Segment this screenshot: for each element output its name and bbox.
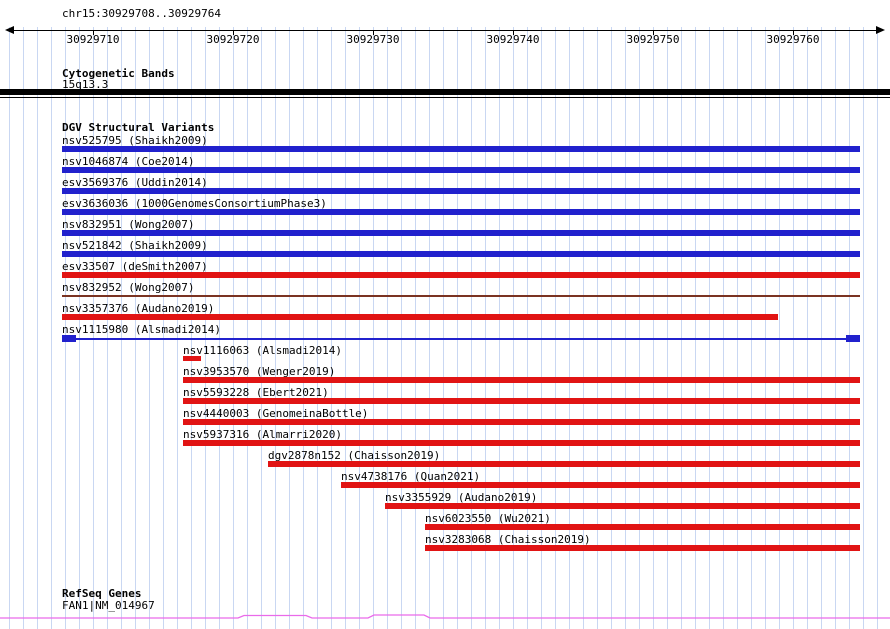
variant-label[interactable]: nsv4738176 (Quan2021) <box>341 470 481 483</box>
variant-label[interactable]: nsv1046874 (Coe2014) <box>62 155 195 168</box>
variant-bar[interactable] <box>62 230 860 236</box>
position-label: chr15:30929708..30929764 <box>62 7 221 20</box>
ruler-tick-label: 30929720 <box>206 33 260 46</box>
variant-label[interactable]: nsv6023550 (Wu2021) <box>425 512 551 525</box>
variant-label[interactable]: nsv5593228 (Ebert2021) <box>183 386 329 399</box>
variant-bar[interactable] <box>62 146 860 152</box>
variant-bar[interactable] <box>183 440 860 446</box>
variant-label[interactable]: esv3636036 (1000GenomesConsortiumPhase3) <box>62 197 327 210</box>
refseq-track-title: RefSeq Genes <box>62 587 142 600</box>
variant-span-line[interactable] <box>62 338 860 340</box>
gene-model[interactable] <box>0 610 890 626</box>
variant-label[interactable]: nsv1115980 (Alsmadi2014) <box>62 323 221 336</box>
gene-model-line[interactable] <box>0 614 890 619</box>
variant-bar[interactable] <box>62 188 860 194</box>
variant-bar[interactable] <box>183 356 201 361</box>
variant-label[interactable]: nsv3355929 (Audano2019) <box>385 491 538 504</box>
variant-bar[interactable] <box>385 503 860 509</box>
ruler-tick-label: 30929740 <box>486 33 540 46</box>
ruler-tick-label: 30929710 <box>66 33 120 46</box>
variant-label[interactable]: nsv521842 (Shaikh2009) <box>62 239 208 252</box>
variant-end-block[interactable] <box>62 335 76 342</box>
cytoband-baseline <box>0 97 890 98</box>
variant-label[interactable]: esv33507 (deSmith2007) <box>62 260 208 273</box>
variant-label[interactable]: nsv3357376 (Audano2019) <box>62 302 215 315</box>
variant-bar[interactable] <box>62 167 860 173</box>
variant-label[interactable]: nsv525795 (Shaikh2009) <box>62 134 208 147</box>
ruler-tick-label: 30929730 <box>346 33 400 46</box>
variant-bar[interactable] <box>425 524 860 530</box>
variant-bar[interactable] <box>62 295 860 297</box>
variant-label[interactable]: dgv2878n152 (Chaisson2019) <box>268 449 441 462</box>
variant-bar[interactable] <box>62 209 860 215</box>
variant-label[interactable]: nsv832952 (Wong2007) <box>62 281 195 294</box>
variant-label[interactable]: nsv5937316 (Almarri2020) <box>183 428 342 441</box>
cytoband-bar <box>0 89 890 95</box>
ruler-tick <box>93 30 94 35</box>
variant-label[interactable]: esv3569376 (Uddin2014) <box>62 176 208 189</box>
ruler-tick <box>373 30 374 35</box>
ruler-line <box>14 30 876 31</box>
variant-bar[interactable] <box>425 545 860 551</box>
ruler-tick-label: 30929760 <box>766 33 820 46</box>
variant-label[interactable]: nsv4440003 (GenomeinaBottle) <box>183 407 369 420</box>
variant-bar[interactable] <box>268 461 860 467</box>
cytoband-name: 15q13.3 <box>62 78 109 91</box>
variant-bar[interactable] <box>62 272 860 278</box>
variant-bar[interactable] <box>183 398 860 404</box>
variant-bar[interactable] <box>62 314 778 320</box>
cytobands-track-title: Cytogenetic Bands <box>62 67 175 80</box>
ruler-tick <box>793 30 794 35</box>
ruler-tick <box>233 30 234 35</box>
variant-label[interactable]: nsv832951 (Wong2007) <box>62 218 195 231</box>
ruler-tick <box>653 30 654 35</box>
gene-name-label[interactable]: FAN1|NM_014967 <box>62 599 155 612</box>
variant-label[interactable]: nsv1116063 (Alsmadi2014) <box>183 344 342 357</box>
variant-label[interactable]: nsv3283068 (Chaisson2019) <box>425 533 591 546</box>
ruler-tick-label: 30929750 <box>626 33 680 46</box>
variant-bar[interactable] <box>183 377 860 383</box>
variant-bar[interactable] <box>341 482 860 488</box>
ruler-right-arrow-icon[interactable] <box>876 26 885 34</box>
ruler-tick <box>513 30 514 35</box>
ruler-left-arrow-icon[interactable] <box>5 26 14 34</box>
dgv-track-title: DGV Structural Variants <box>62 121 215 134</box>
variant-end-block[interactable] <box>846 335 860 342</box>
variant-bar[interactable] <box>62 251 860 257</box>
variant-bar[interactable] <box>183 419 860 425</box>
variant-label[interactable]: nsv3953570 (Wenger2019) <box>183 365 336 378</box>
